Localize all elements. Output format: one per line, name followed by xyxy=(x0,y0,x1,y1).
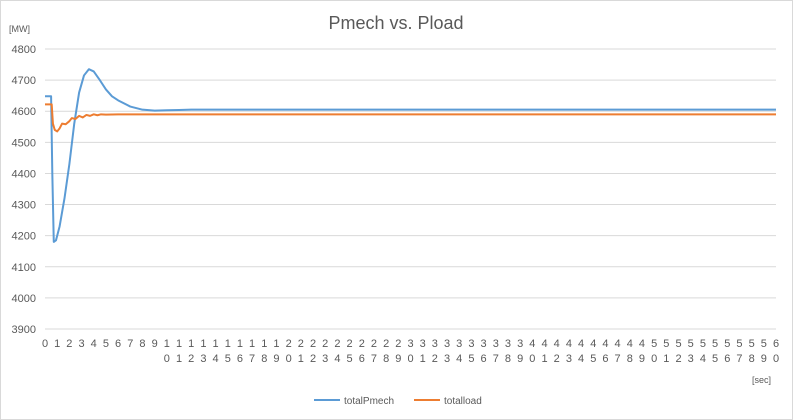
legend: totalPmech totalload xyxy=(314,396,482,407)
y-tick-label: 4300 xyxy=(12,200,36,212)
x-tick-label: 6 xyxy=(115,338,121,350)
y-tick-layer: 3900 4000 4100 4200 4300 4400 4500 4600 4700 4800 xyxy=(12,44,36,336)
x-tick-label: 5 xyxy=(103,338,109,350)
x-tick-label: 1 xyxy=(54,338,60,350)
x-tick-layer: 0 1 2 3 4 5 6 7 8 9 1 01 11 21 31 41 51 61 71 81 92 02 12 22 32 4… xyxy=(42,338,779,365)
x-tick-label: 2 xyxy=(66,338,72,350)
series-layer xyxy=(45,68,776,243)
series-line-totalload xyxy=(45,103,776,133)
x-axis-unit-label: [sec] xyxy=(752,375,771,385)
y-tick-label: 4800 xyxy=(12,44,36,56)
y-tick-label: 3900 xyxy=(12,324,36,336)
y-tick-label: 4600 xyxy=(12,106,36,118)
x-tick-label: 3 xyxy=(78,338,84,350)
y-tick-label: 4700 xyxy=(12,75,36,87)
y-tick-label: 4400 xyxy=(12,168,36,180)
y-axis-unit-label: [MW] xyxy=(9,24,30,34)
y-tick-label: 4000 xyxy=(12,293,36,305)
chart-title: Pmech vs. Pload xyxy=(328,13,463,33)
grid-layer xyxy=(45,48,776,330)
x-tick-label: 0 xyxy=(42,338,48,350)
series-line-totalPmech xyxy=(45,68,776,243)
y-tick-label: 4500 xyxy=(12,137,36,149)
legend-label-totalload: totalload xyxy=(444,396,482,407)
x-tick-label: 4 xyxy=(91,338,97,350)
x-tick-label: 8 xyxy=(139,338,145,350)
x-tick-label: 7 xyxy=(127,338,133,350)
x-tick-label: 9 xyxy=(152,338,158,350)
y-tick-label: 4200 xyxy=(12,231,36,243)
y-tick-label: 4100 xyxy=(12,262,36,274)
legend-label-totalPmech: totalPmech xyxy=(344,396,394,407)
